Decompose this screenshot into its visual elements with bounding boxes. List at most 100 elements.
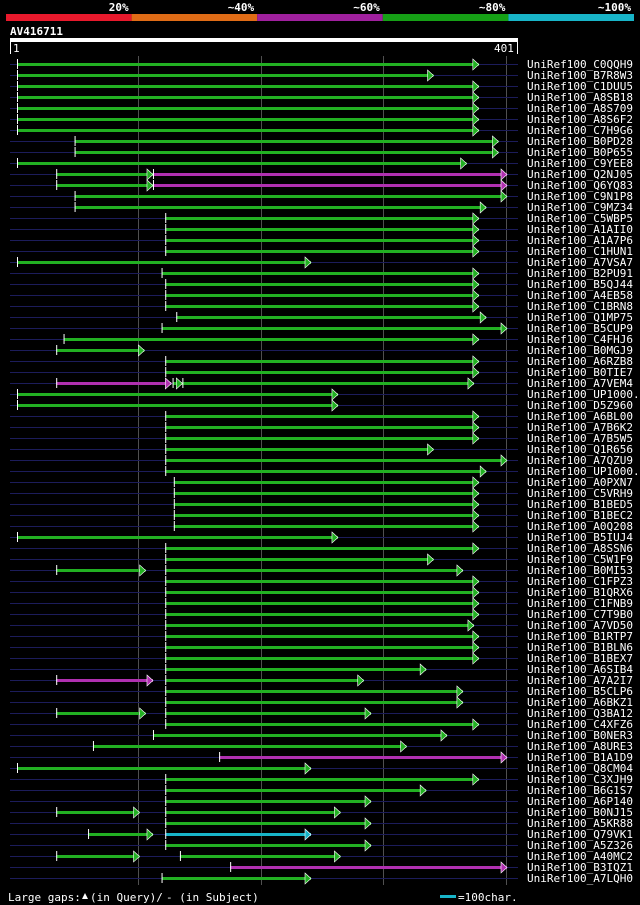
hit-label[interactable]: UniRef100_A7LQH0 <box>527 872 633 885</box>
alignment-segment[interactable] <box>165 602 479 605</box>
alignment-segment[interactable] <box>165 800 372 803</box>
alignment-segment[interactable] <box>165 547 479 550</box>
alignment-segment[interactable] <box>165 679 364 682</box>
alignment-segment[interactable] <box>165 690 463 693</box>
alignment-segment[interactable] <box>165 371 479 374</box>
hit-label[interactable]: UniRef100_B1BEC2 <box>527 509 633 522</box>
hit-label[interactable]: UniRef100_B0TIE7 <box>527 366 633 379</box>
hit-label[interactable]: UniRef100_B1BLN6 <box>527 641 633 654</box>
hit-label[interactable]: UniRef100_UP1000.. <box>527 465 640 478</box>
hit-label[interactable]: UniRef100_C5WBP5 <box>527 212 633 225</box>
hit-label[interactable]: UniRef100_C9N1P8 <box>527 190 633 203</box>
alignment-segment[interactable] <box>165 789 427 792</box>
hit-label[interactable]: UniRef100_A6BKZ1 <box>527 696 633 709</box>
hit-label[interactable]: UniRef100_Q6YQ83 <box>527 179 633 192</box>
alignment-segment[interactable] <box>161 877 311 880</box>
alignment-segment[interactable] <box>165 360 479 363</box>
alignment-segment[interactable] <box>165 217 479 220</box>
hit-label[interactable]: UniRef100_B2PU91 <box>527 267 633 280</box>
hit-label[interactable]: UniRef100_C1FNB9 <box>527 597 633 610</box>
hit-label[interactable]: UniRef100_A1AII0 <box>527 223 633 236</box>
alignment-segment[interactable] <box>165 701 463 704</box>
hit-label[interactable]: UniRef100_A7VEM4 <box>527 377 633 390</box>
alignment-segment[interactable] <box>165 723 479 726</box>
alignment-segment[interactable] <box>165 580 479 583</box>
hit-label[interactable]: UniRef100_B5CLP6 <box>527 685 633 698</box>
alignment-segment[interactable] <box>165 646 479 649</box>
alignment-segment[interactable] <box>173 503 479 506</box>
hit-label[interactable]: UniRef100_A7A2I7 <box>527 674 633 687</box>
hit-label[interactable]: UniRef100_C1DUU5 <box>527 80 633 93</box>
alignment-segment[interactable] <box>17 107 479 110</box>
alignment-segment[interactable] <box>56 855 140 858</box>
hit-label[interactable]: UniRef100_A6P140 <box>527 795 633 808</box>
hit-label[interactable]: UniRef100_B1RTP7 <box>527 630 633 643</box>
alignment-segment[interactable] <box>173 525 479 528</box>
alignment-segment[interactable] <box>161 327 508 330</box>
alignment-segment[interactable] <box>165 305 479 308</box>
hit-label[interactable]: UniRef100_A7B5W5 <box>527 432 633 445</box>
hit-label[interactable]: UniRef100_A7VSA7 <box>527 256 633 269</box>
alignment-segment[interactable] <box>161 272 479 275</box>
alignment-segment[interactable] <box>165 624 474 627</box>
alignment-segment[interactable] <box>165 613 479 616</box>
hit-label[interactable]: UniRef100_A7VD50 <box>527 619 633 632</box>
alignment-segment[interactable] <box>56 569 146 572</box>
hit-label[interactable]: UniRef100_Q1MP75 <box>527 311 633 324</box>
hit-label[interactable]: UniRef100_Q2NJ05 <box>527 168 633 181</box>
alignment-segment[interactable] <box>165 294 479 297</box>
hit-label[interactable]: UniRef100_C5VRH9 <box>527 487 633 500</box>
hit-label[interactable]: UniRef100_A8SSN6 <box>527 542 633 555</box>
hit-label[interactable]: UniRef100_A6SIB4 <box>527 663 633 676</box>
hit-label[interactable]: UniRef100_A8S6F2 <box>527 113 633 126</box>
hit-label[interactable]: UniRef100_B3IQZ1 <box>527 861 633 874</box>
hit-label[interactable]: UniRef100_A7QZU9 <box>527 454 633 467</box>
alignment-segment[interactable] <box>56 382 172 385</box>
hit-label[interactable]: UniRef100_B0PD28 <box>527 135 633 148</box>
alignment-segment[interactable] <box>165 250 479 253</box>
alignment-segment[interactable] <box>56 184 153 187</box>
hit-label[interactable]: UniRef100_Q1R656 <box>527 443 633 456</box>
hit-label[interactable]: UniRef100_C0QQH9 <box>527 58 633 71</box>
alignment-segment[interactable] <box>165 426 479 429</box>
hit-label[interactable]: UniRef100_B0MGJ9 <box>527 344 633 357</box>
alignment-segment[interactable] <box>165 657 479 660</box>
alignment-segment[interactable] <box>17 96 479 99</box>
hit-label[interactable]: UniRef100_A5KR88 <box>527 817 633 830</box>
alignment-segment[interactable] <box>74 140 499 143</box>
hit-label[interactable]: UniRef100_C5W1F9 <box>527 553 633 566</box>
alignment-segment[interactable] <box>92 745 407 748</box>
alignment-segment[interactable] <box>56 173 153 176</box>
hit-label[interactable]: UniRef100_C1FPZ3 <box>527 575 633 588</box>
hit-label[interactable]: UniRef100_A8SB18 <box>527 91 633 104</box>
hit-label[interactable]: UniRef100_C7H9G6 <box>527 124 633 137</box>
alignment-segment[interactable] <box>165 822 372 825</box>
hit-label[interactable]: UniRef100_A6BL00 <box>527 410 633 423</box>
hit-label[interactable]: UniRef100_A40MC2 <box>527 850 633 863</box>
hit-label[interactable]: UniRef100_C4XFZ6 <box>527 718 633 731</box>
hit-label[interactable]: UniRef100_B6G1S7 <box>527 784 633 797</box>
alignment-segment[interactable] <box>165 712 372 715</box>
hit-label[interactable]: UniRef100_A7B6K2 <box>527 421 633 434</box>
alignment-segment[interactable] <box>173 481 479 484</box>
hit-label[interactable]: UniRef100_B1BEX7 <box>527 652 633 665</box>
hit-label[interactable]: UniRef100_B0NER3 <box>527 729 633 742</box>
alignment-segment[interactable] <box>74 151 499 154</box>
alignment-segment[interactable] <box>165 778 479 781</box>
hit-label[interactable]: UniRef100_C1BRN8 <box>527 300 633 313</box>
alignment-segment[interactable] <box>74 206 487 209</box>
alignment-segment[interactable] <box>165 811 341 814</box>
hit-label[interactable]: UniRef100_A1A7P6 <box>527 234 633 247</box>
alignment-segment[interactable] <box>63 338 479 341</box>
hit-label[interactable]: UniRef100_B1QRX6 <box>527 586 633 599</box>
hit-label[interactable]: UniRef100_B0MI53 <box>527 564 633 577</box>
hit-label[interactable]: UniRef100_C7T9B0 <box>527 608 633 621</box>
hit-label[interactable]: UniRef100_C9MZ34 <box>527 201 633 214</box>
alignment-segment[interactable] <box>219 756 507 759</box>
alignment-segment[interactable] <box>165 844 372 847</box>
alignment-segment[interactable] <box>165 437 479 440</box>
alignment-segment[interactable] <box>17 63 479 66</box>
hit-label[interactable]: UniRef100_C9YEE8 <box>527 157 633 170</box>
alignment-segment[interactable] <box>165 459 507 462</box>
hit-label[interactable]: UniRef100_B5CUP9 <box>527 322 633 335</box>
